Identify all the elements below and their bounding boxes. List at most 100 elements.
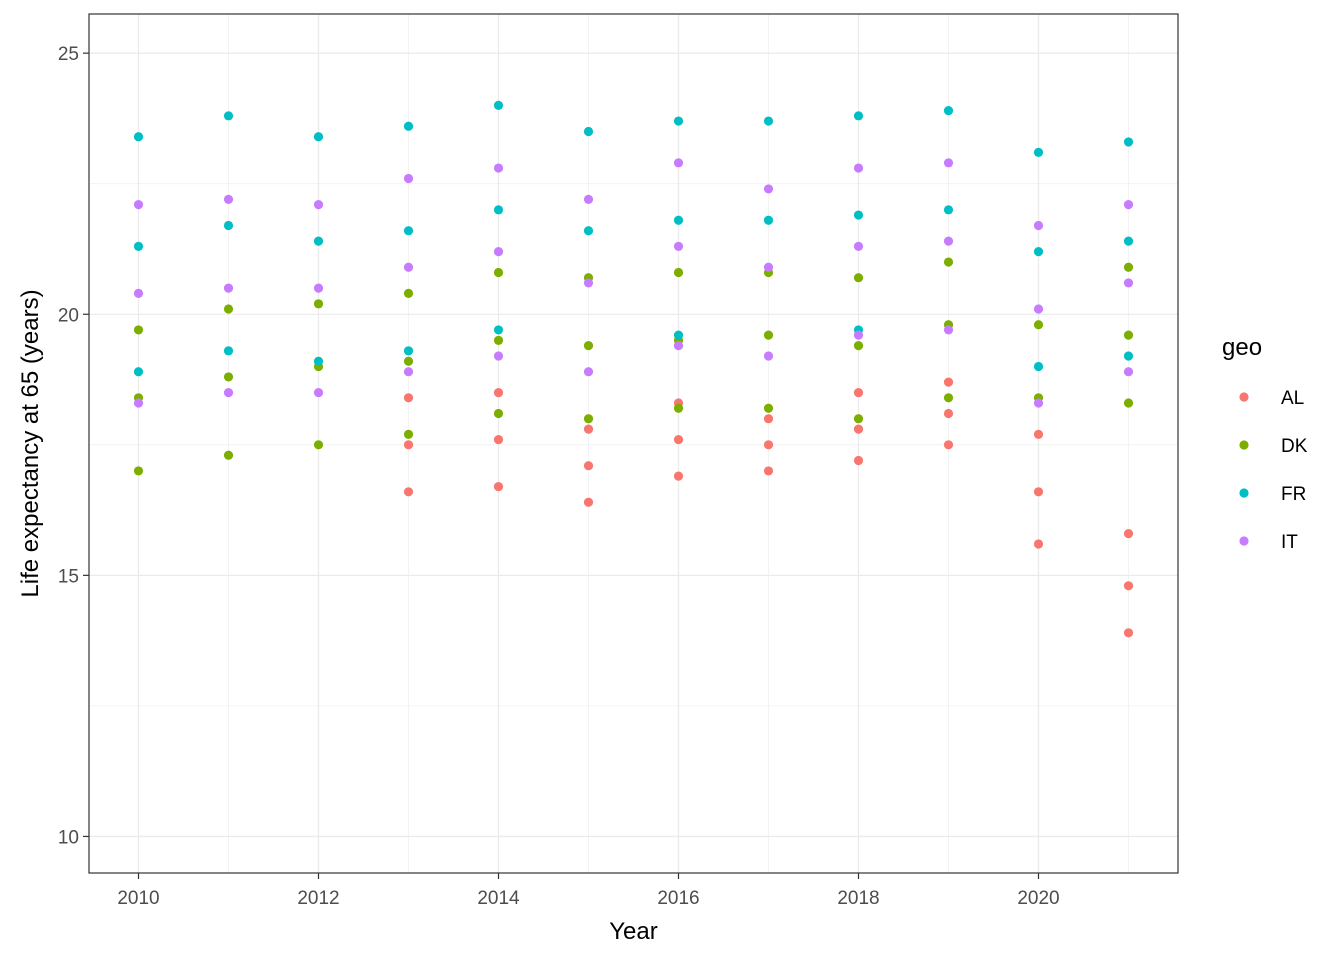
data-point-al <box>763 440 774 450</box>
data-point-al <box>583 424 594 434</box>
data-point-fr <box>943 106 954 116</box>
panel-border <box>88 13 1179 874</box>
data-point-fr <box>133 132 144 142</box>
data-point-al <box>403 440 414 450</box>
data-point-fr <box>763 215 774 225</box>
data-point-dk <box>583 340 594 351</box>
data-point-it <box>763 184 774 194</box>
data-point-fr <box>1123 137 1134 147</box>
data-point-dk <box>133 466 144 476</box>
data-point-it <box>853 163 864 173</box>
data-point-it <box>133 398 144 408</box>
data-point-it <box>313 387 324 398</box>
data-point-dk <box>943 257 954 267</box>
data-point-dk <box>313 299 324 309</box>
data-point-fr <box>403 346 414 356</box>
data-point-it <box>673 340 684 351</box>
data-point-fr <box>223 220 234 231</box>
data-point-it <box>1123 199 1134 210</box>
data-point-fr <box>313 132 324 142</box>
data-point-fr <box>853 210 864 220</box>
data-point-fr <box>223 346 234 356</box>
data-point-al <box>943 377 954 387</box>
x-axis: 2010 2012 2014 2016 2018 2020 <box>117 873 1060 909</box>
data-point-al <box>1033 539 1044 549</box>
data-point-it <box>1123 367 1134 377</box>
x-tick-label: 2020 <box>1017 888 1059 909</box>
data-point-it <box>1123 278 1134 288</box>
data-point-dk <box>853 340 864 351</box>
data-point-al <box>493 387 504 398</box>
x-tick-label: 2018 <box>837 888 879 909</box>
data-point-it <box>133 288 144 298</box>
data-point-fr <box>1033 361 1044 372</box>
x-tick-label: 2012 <box>297 888 339 909</box>
data-point-dk <box>493 335 504 345</box>
data-point-it <box>853 241 864 251</box>
data-point-dk <box>1123 330 1134 340</box>
data-point-fr <box>1033 147 1044 157</box>
x-axis-title: Year <box>609 918 658 945</box>
data-point-it <box>583 367 594 377</box>
data-point-it <box>223 387 234 398</box>
data-point-fr <box>133 241 144 251</box>
data-point-it <box>763 262 774 272</box>
data-point-al <box>583 461 594 471</box>
data-point-it <box>223 194 234 204</box>
data-point-it <box>1033 304 1044 314</box>
y-axis: 10 15 20 25 <box>58 44 89 848</box>
data-point-fr <box>583 126 594 137</box>
data-point-dk <box>943 393 954 403</box>
data-point-al <box>673 434 684 445</box>
data-point-al <box>853 455 864 466</box>
x-tick-label: 2016 <box>657 888 699 909</box>
data-point-fr <box>673 330 684 340</box>
data-point-dk <box>133 325 144 335</box>
x-tick-label: 2010 <box>117 888 159 909</box>
data-point-it <box>403 262 414 272</box>
y-tick-label: 25 <box>58 44 79 65</box>
data-point-fr <box>1123 236 1134 246</box>
legend-key-it <box>1239 536 1249 546</box>
data-point-al <box>853 424 864 434</box>
data-point-al <box>403 487 414 497</box>
data-point-al <box>943 408 954 419</box>
legend-key-dk <box>1239 440 1249 450</box>
legend: geo AL DK FR IT <box>1222 334 1308 553</box>
data-point-it <box>763 351 774 361</box>
data-point-al <box>673 471 684 481</box>
data-point-al <box>583 497 594 507</box>
data-point-fr <box>853 111 864 121</box>
legend-label-it: IT <box>1281 532 1298 553</box>
data-point-it <box>223 283 234 293</box>
data-point-it <box>1033 220 1044 231</box>
data-point-dk <box>1123 398 1134 408</box>
data-point-fr <box>943 205 954 215</box>
data-point-dk <box>673 403 684 413</box>
data-point-it <box>943 158 954 168</box>
data-point-dk <box>583 414 594 424</box>
data-point-al <box>403 393 414 403</box>
data-points <box>133 100 1134 638</box>
data-point-al <box>493 434 504 445</box>
data-point-it <box>673 241 684 251</box>
data-point-it <box>1033 398 1044 408</box>
data-point-it <box>493 351 504 361</box>
x-tick-label: 2014 <box>477 888 520 909</box>
data-point-al <box>1123 628 1134 638</box>
legend-label-al: AL <box>1281 388 1304 409</box>
data-point-it <box>133 199 144 210</box>
data-point-dk <box>223 304 234 314</box>
data-point-dk <box>853 414 864 424</box>
legend-label-dk: DK <box>1281 436 1308 457</box>
data-point-al <box>1123 528 1134 539</box>
data-point-dk <box>403 288 414 298</box>
data-point-it <box>943 236 954 246</box>
data-point-dk <box>763 403 774 413</box>
data-point-fr <box>493 325 504 335</box>
data-point-fr <box>1123 351 1134 361</box>
data-point-fr <box>403 226 414 236</box>
data-point-it <box>313 199 324 210</box>
data-point-fr <box>403 121 414 131</box>
data-point-dk <box>763 330 774 340</box>
